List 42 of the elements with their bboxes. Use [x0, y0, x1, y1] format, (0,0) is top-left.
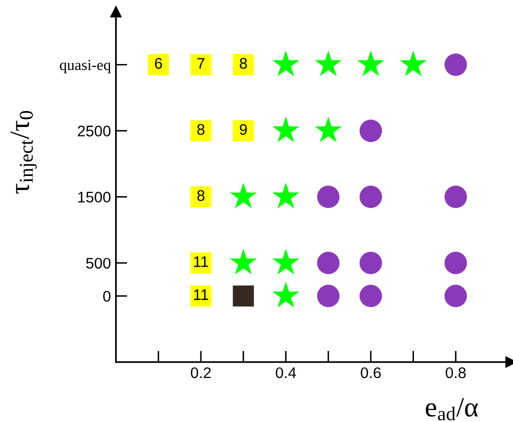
point: [444, 284, 467, 308]
annotation: 11: [194, 289, 208, 300]
point: [317, 252, 340, 274]
x-tick-label: 0.8: [446, 367, 466, 378]
point: [272, 182, 300, 208]
annotation: 9: [240, 124, 247, 135]
point: [444, 252, 467, 274]
point: [444, 186, 467, 208]
x-tick-label: 0.6: [360, 367, 381, 378]
point: [272, 50, 300, 76]
point: [314, 50, 342, 76]
point: [357, 50, 384, 76]
point: [360, 284, 382, 308]
point: [314, 116, 342, 142]
point: [232, 285, 254, 307]
point: [317, 284, 340, 308]
point: [272, 116, 300, 142]
annotation: 7: [197, 58, 204, 69]
x-tick-label: 0.4: [276, 367, 296, 378]
point: [360, 252, 382, 274]
annotation: 8: [240, 58, 247, 69]
point: [272, 248, 300, 274]
point: [400, 50, 427, 76]
y-tick-label: 1500: [78, 192, 110, 203]
annotation: 11: [194, 256, 208, 267]
y-tick-label: 500: [86, 258, 110, 269]
x-tick-label: 0.2: [190, 367, 211, 378]
point: [230, 248, 257, 274]
annotation: 6: [154, 58, 162, 69]
point: [360, 120, 382, 142]
y-tick-label: 0: [103, 290, 110, 302]
point: [230, 182, 257, 208]
y-axis-title: τ$_{inject}$/τ$_{0}$: [10, 110, 37, 194]
point: [360, 186, 382, 208]
point: [317, 186, 340, 208]
y-tick-label: 2500: [78, 126, 110, 136]
point: [444, 53, 467, 76]
y-tick-label: quasi-eq: [60, 60, 111, 74]
annotation: 8: [197, 124, 204, 135]
annotation: 8: [197, 190, 204, 201]
point: [272, 282, 300, 308]
x-axis-title: e$_{ad}$/α: [426, 398, 478, 420]
